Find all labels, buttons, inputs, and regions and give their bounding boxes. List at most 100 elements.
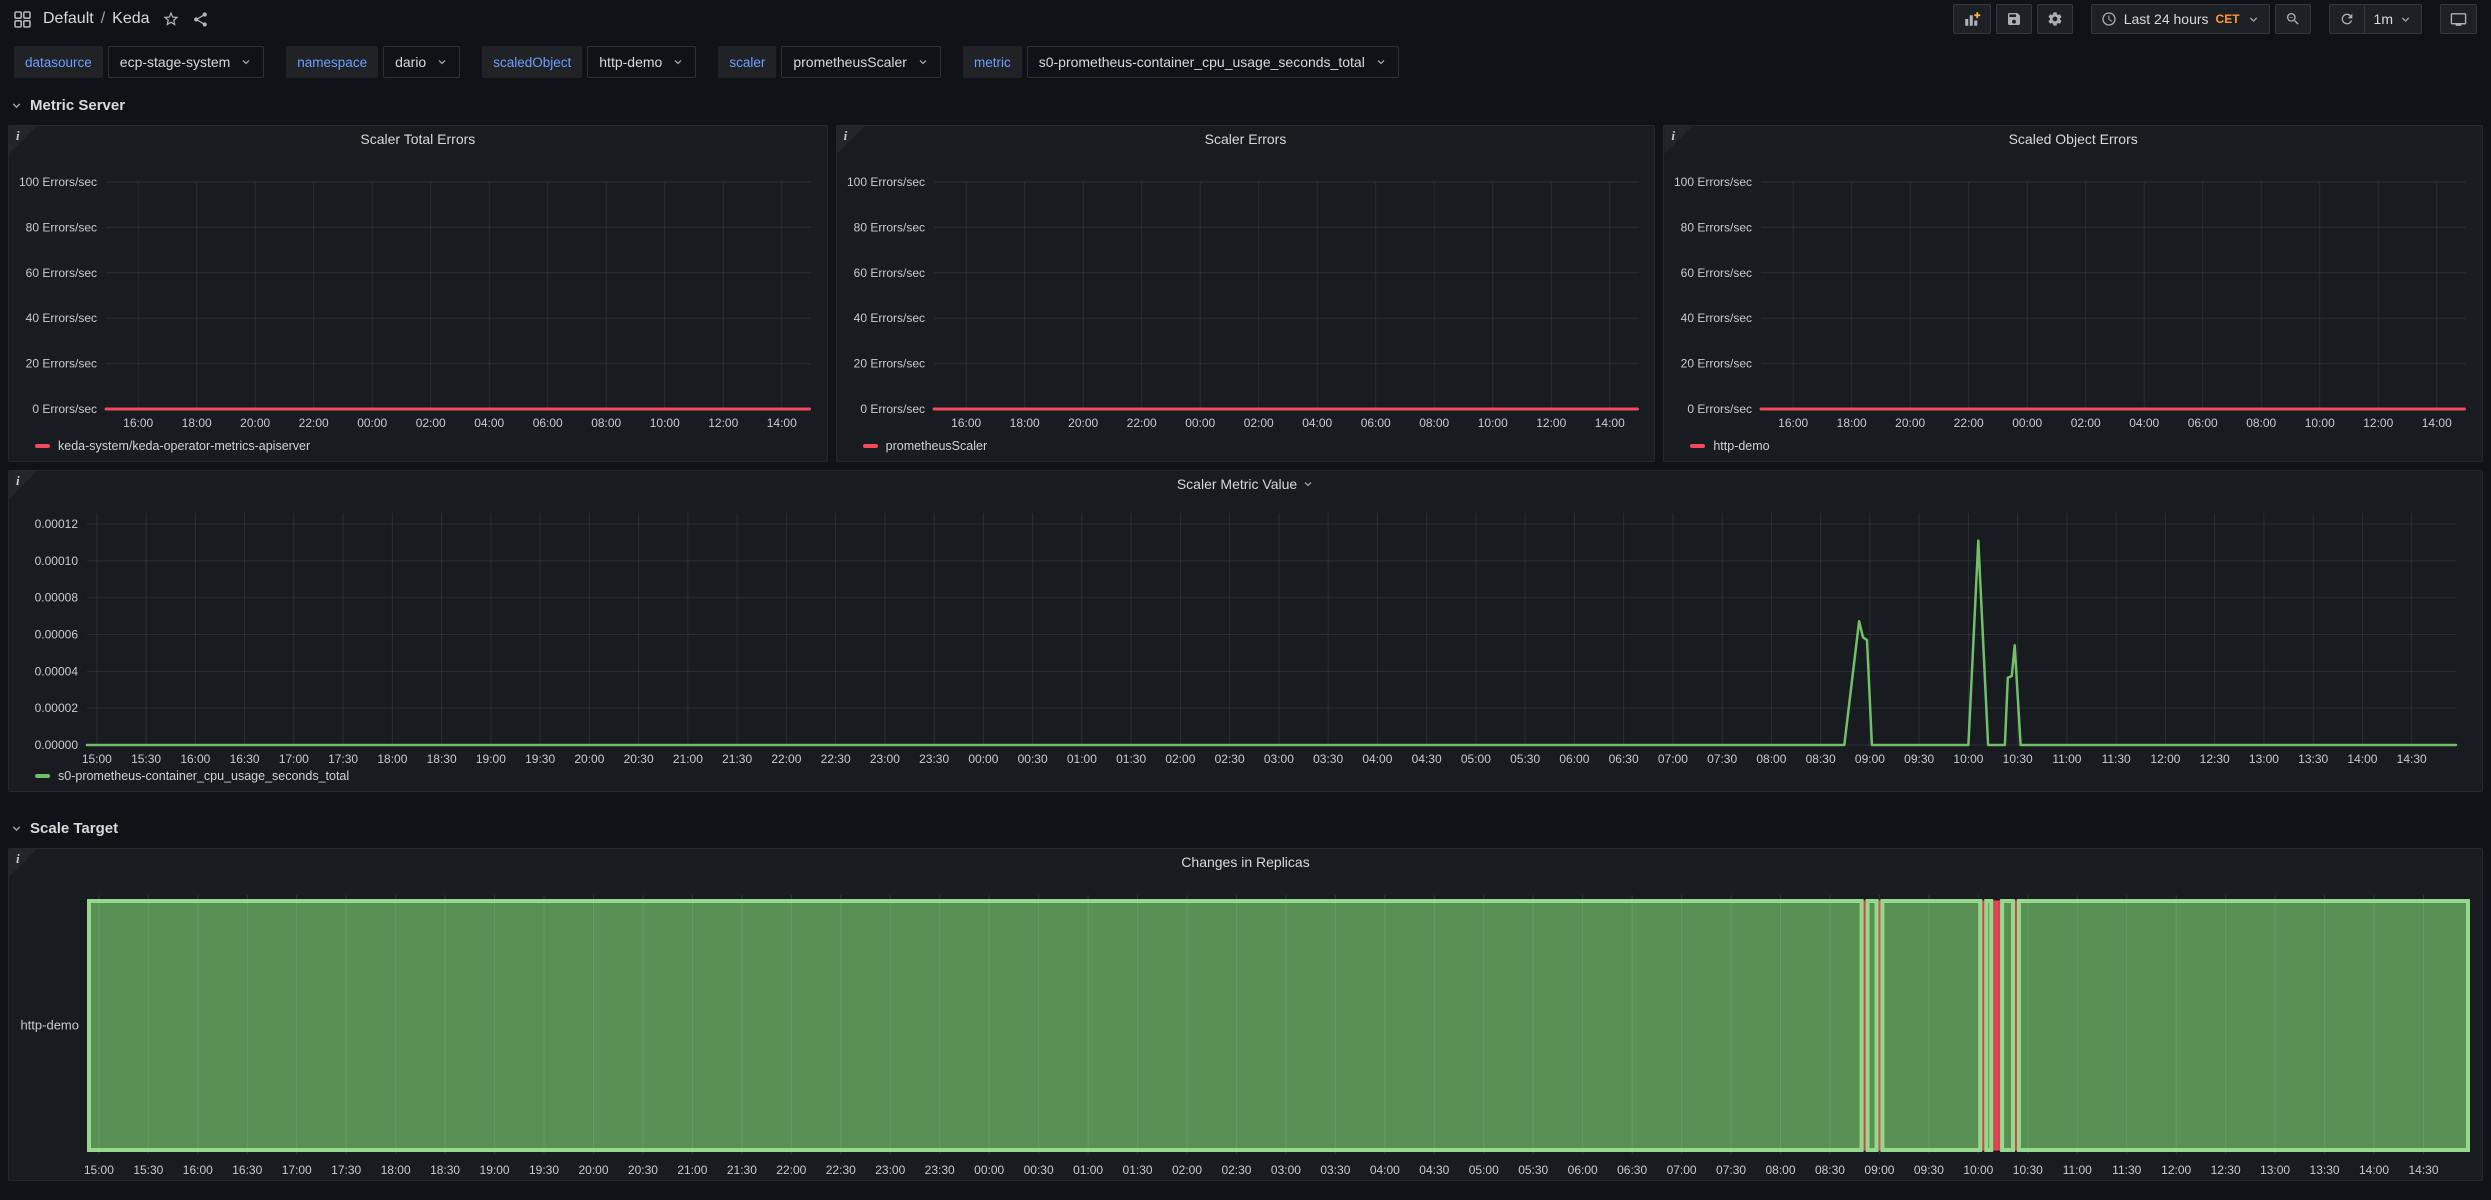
panel-header[interactable]: Scaler Metric Value: [9, 471, 2482, 497]
svg-text:07:00: 07:00: [1667, 1163, 1697, 1177]
svg-text:22:00: 22:00: [1126, 416, 1156, 430]
legend-label: keda-system/keda-operator-metrics-apiser…: [58, 439, 311, 453]
svg-text:80 Errors/sec: 80 Errors/sec: [1681, 220, 1752, 234]
variable-namespace: namespace dario: [286, 46, 461, 78]
svg-text:0.00000: 0.00000: [35, 738, 79, 752]
panel-title[interactable]: Scaler Errors: [1204, 131, 1287, 147]
chart-plot-area[interactable]: 0.00000 0.00002 0.00004 0.00006 0.00008 0.000…: [9, 497, 2482, 767]
refresh-interval-dropdown[interactable]: 1m: [2363, 5, 2421, 33]
zoom-out-icon: [2286, 13, 2299, 25]
svg-text:06:00: 06:00: [533, 416, 563, 430]
svg-text:17:00: 17:00: [282, 1163, 312, 1177]
variable-value-dropdown[interactable]: s0-prometheus-container_cpu_usage_second…: [1026, 46, 1399, 78]
svg-text:0.00004: 0.00004: [35, 664, 79, 678]
panel-title[interactable]: Changes in Replicas: [1181, 854, 1310, 870]
svg-text:06:00: 06:00: [1559, 752, 1589, 766]
add-panel-button[interactable]: [1952, 4, 1991, 34]
variable-value-dropdown[interactable]: dario: [383, 46, 461, 78]
legend-item[interactable]: prometheusScaler: [837, 437, 1655, 461]
svg-text:0.00012: 0.00012: [35, 517, 79, 531]
variable-value: ecp-stage-system: [119, 54, 231, 70]
time-range-picker[interactable]: Last 24 hours CET: [2090, 4, 2270, 34]
metric-value-row: i Scaler Metric Value 0.00000 0.00002 0.00…: [0, 470, 2491, 792]
legend-item[interactable]: keda-system/keda-operator-metrics-apiser…: [9, 437, 827, 461]
svg-text:02:00: 02:00: [1165, 752, 1195, 766]
share-icon[interactable]: [192, 11, 209, 28]
variable-value-dropdown[interactable]: http-demo: [587, 46, 697, 78]
panel-title[interactable]: Scaler Metric Value: [1176, 476, 1298, 492]
svg-text:03:00: 03:00: [1271, 1163, 1301, 1177]
svg-text:21:30: 21:30: [722, 752, 752, 766]
svg-text:0 Errors/sec: 0 Errors/sec: [1688, 402, 1753, 416]
dashboard-settings-button[interactable]: [2036, 4, 2073, 34]
svg-text:14:00: 14:00: [2347, 752, 2377, 766]
panel-header[interactable]: Scaler Errors: [837, 126, 1655, 152]
star-icon[interactable]: [162, 10, 180, 28]
svg-text:01:00: 01:00: [1073, 1163, 1103, 1177]
row-header-scale-target[interactable]: Scale Target: [0, 792, 2491, 848]
apps-grid-icon[interactable]: [14, 10, 31, 28]
svg-text:05:00: 05:00: [1469, 1163, 1499, 1177]
panel-title[interactable]: Scaler Total Errors: [360, 131, 476, 147]
refresh-icon: [2341, 13, 2352, 25]
svg-text:13:30: 13:30: [2310, 1163, 2340, 1177]
svg-text:100 Errors/sec: 100 Errors/sec: [847, 175, 925, 189]
zoom-out-time-button[interactable]: [2274, 4, 2311, 34]
svg-text:17:00: 17:00: [279, 752, 309, 766]
chart-plot-area[interactable]: 0 Errors/sec 20 Errors/sec 40 Errors/sec 60…: [837, 152, 1655, 437]
svg-text:08:30: 08:30: [1815, 1163, 1845, 1177]
panel-header[interactable]: Scaled Object Errors: [1664, 126, 2482, 152]
save-dashboard-button[interactable]: [1995, 4, 2032, 34]
breadcrumb-folder[interactable]: Default: [43, 10, 94, 27]
svg-text:09:30: 09:30: [1904, 752, 1934, 766]
svg-text:16:00: 16:00: [951, 416, 981, 430]
svg-text:23:00: 23:00: [875, 1163, 905, 1177]
panel-menu-chevron-icon[interactable]: [1302, 478, 1314, 490]
variable-value: s0-prometheus-container_cpu_usage_second…: [1038, 54, 1365, 70]
svg-text:0 Errors/sec: 0 Errors/sec: [860, 402, 925, 416]
svg-text:07:00: 07:00: [1658, 752, 1688, 766]
breadcrumb-dashboard[interactable]: Keda: [112, 10, 150, 27]
svg-text:00:00: 00:00: [974, 1163, 1004, 1177]
legend-item[interactable]: s0-prometheus-container_cpu_usage_second…: [9, 767, 2482, 791]
panel-header[interactable]: Changes in Replicas: [9, 849, 2482, 875]
svg-text:11:00: 11:00: [2052, 752, 2081, 766]
svg-text:22:00: 22:00: [771, 752, 801, 766]
panel-header[interactable]: Scaler Total Errors: [9, 126, 827, 152]
svg-text:06:30: 06:30: [1609, 752, 1639, 766]
panel-changes-in-replicas: i Changes in Replicas 15:00 15:30 16:00 16:…: [8, 848, 2483, 1181]
row-header-metric-server[interactable]: Metric Server: [0, 86, 2491, 125]
svg-text:02:30: 02:30: [1221, 1163, 1251, 1177]
svg-text:10:00: 10:00: [1953, 752, 1983, 766]
breadcrumb-separator: /: [100, 10, 106, 27]
refresh-interval-value: 1m: [2373, 11, 2393, 27]
svg-text:13:30: 13:30: [2298, 752, 2328, 766]
svg-text:00:00: 00:00: [357, 416, 387, 430]
svg-text:19:00: 19:00: [476, 752, 506, 766]
variable-value-dropdown[interactable]: ecp-stage-system: [107, 46, 265, 78]
row-title: Metric Server: [30, 97, 126, 114]
breadcrumb[interactable]: Default / Keda: [43, 10, 150, 28]
svg-text:10:00: 10:00: [2305, 416, 2335, 430]
svg-text:10:00: 10:00: [1477, 416, 1507, 430]
svg-text:05:30: 05:30: [1510, 752, 1540, 766]
svg-text:18:00: 18:00: [381, 1163, 411, 1177]
svg-text:02:30: 02:30: [1215, 752, 1245, 766]
chart-plot-area[interactable]: 15:00 15:30 16:00 16:30 17:00 17:30 18:00 18:30…: [9, 875, 2482, 1180]
refresh-button[interactable]: [2330, 5, 2364, 33]
chart-plot-area[interactable]: 0 Errors/sec 20 Errors/sec 40 Errors/sec 60…: [9, 152, 827, 437]
dashboard-top-nav: Default / Keda Last 24 hours CET: [0, 0, 2491, 38]
svg-text:16:00: 16:00: [180, 752, 210, 766]
cycle-view-mode-button[interactable]: [2440, 4, 2477, 34]
svg-text:08:00: 08:00: [1765, 1163, 1795, 1177]
panel-title[interactable]: Scaled Object Errors: [2008, 131, 2138, 147]
legend-label: prometheusScaler: [885, 439, 988, 453]
variable-value: prometheusScaler: [793, 54, 907, 70]
variable-value-dropdown[interactable]: prometheusScaler: [781, 46, 941, 78]
chart-plot-area[interactable]: 0 Errors/sec 20 Errors/sec 40 Errors/sec 60…: [1664, 152, 2482, 437]
svg-text:09:00: 09:00: [1864, 1163, 1894, 1177]
legend-item[interactable]: http-demo: [1664, 437, 2482, 461]
chevron-down-icon: [10, 99, 23, 112]
svg-text:22:30: 22:30: [826, 1163, 856, 1177]
